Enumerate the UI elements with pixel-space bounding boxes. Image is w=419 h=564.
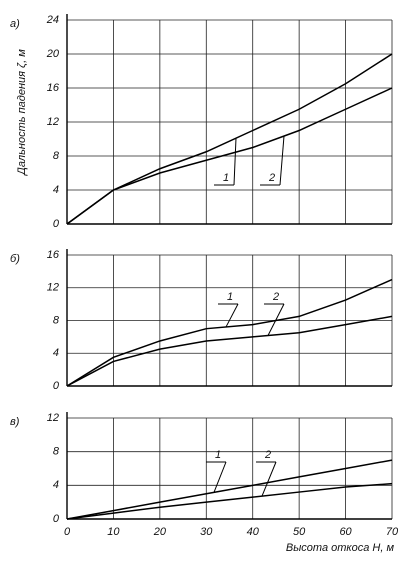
x-tick-label: 20 xyxy=(153,526,167,538)
leader-line xyxy=(261,461,277,497)
series-label: 1 xyxy=(223,172,229,184)
y-tick-label: 0 xyxy=(53,380,60,392)
y-tick-label: 8 xyxy=(53,314,60,326)
x-tick-label: 0 xyxy=(64,526,71,538)
x-tick-label: 30 xyxy=(200,526,213,538)
series-label: 2 xyxy=(272,291,279,303)
y-tick-label: 12 xyxy=(47,116,59,128)
leader-line xyxy=(267,303,285,336)
x-tick-label: 40 xyxy=(247,526,260,538)
y-tick-label: 12 xyxy=(47,412,59,424)
y-tick-label: 24 xyxy=(46,14,59,26)
y-axis-label: Дальность падения ζ, м xyxy=(16,49,28,177)
series-label: 2 xyxy=(264,449,271,461)
y-tick-label: 16 xyxy=(47,82,60,94)
series-line xyxy=(66,315,393,387)
panel-label: б) xyxy=(10,253,20,265)
panel-label: в) xyxy=(10,416,20,428)
y-tick-label: 8 xyxy=(53,150,60,162)
x-tick-label: 50 xyxy=(293,526,306,538)
series-line xyxy=(66,53,393,225)
y-tick-label: 4 xyxy=(53,184,59,196)
leader-line xyxy=(213,461,227,493)
y-tick-label: 0 xyxy=(53,218,60,230)
y-tick-label: 20 xyxy=(46,48,60,60)
y-tick-label: 4 xyxy=(53,479,59,491)
y-tick-label: 8 xyxy=(53,446,60,458)
series-label: 2 xyxy=(268,172,275,184)
x-tick-label: 60 xyxy=(339,526,352,538)
series-line xyxy=(66,482,393,520)
x-axis-label: Высота откоса H, м xyxy=(286,542,395,554)
leader-line xyxy=(279,136,285,186)
x-tick-label: 10 xyxy=(107,526,120,538)
x-tick-label: 70 xyxy=(386,526,399,538)
series-label: 1 xyxy=(215,449,221,461)
series-line xyxy=(66,278,393,387)
series-line xyxy=(66,459,393,520)
series-line xyxy=(66,87,393,225)
y-tick-label: 4 xyxy=(53,347,59,359)
y-tick-label: 16 xyxy=(47,249,60,261)
panel-label: а) xyxy=(10,18,20,30)
leader-line xyxy=(233,138,237,186)
leader-line xyxy=(225,303,239,328)
y-tick-label: 0 xyxy=(53,513,60,525)
series-label: 1 xyxy=(227,291,233,303)
y-tick-label: 12 xyxy=(47,282,59,294)
